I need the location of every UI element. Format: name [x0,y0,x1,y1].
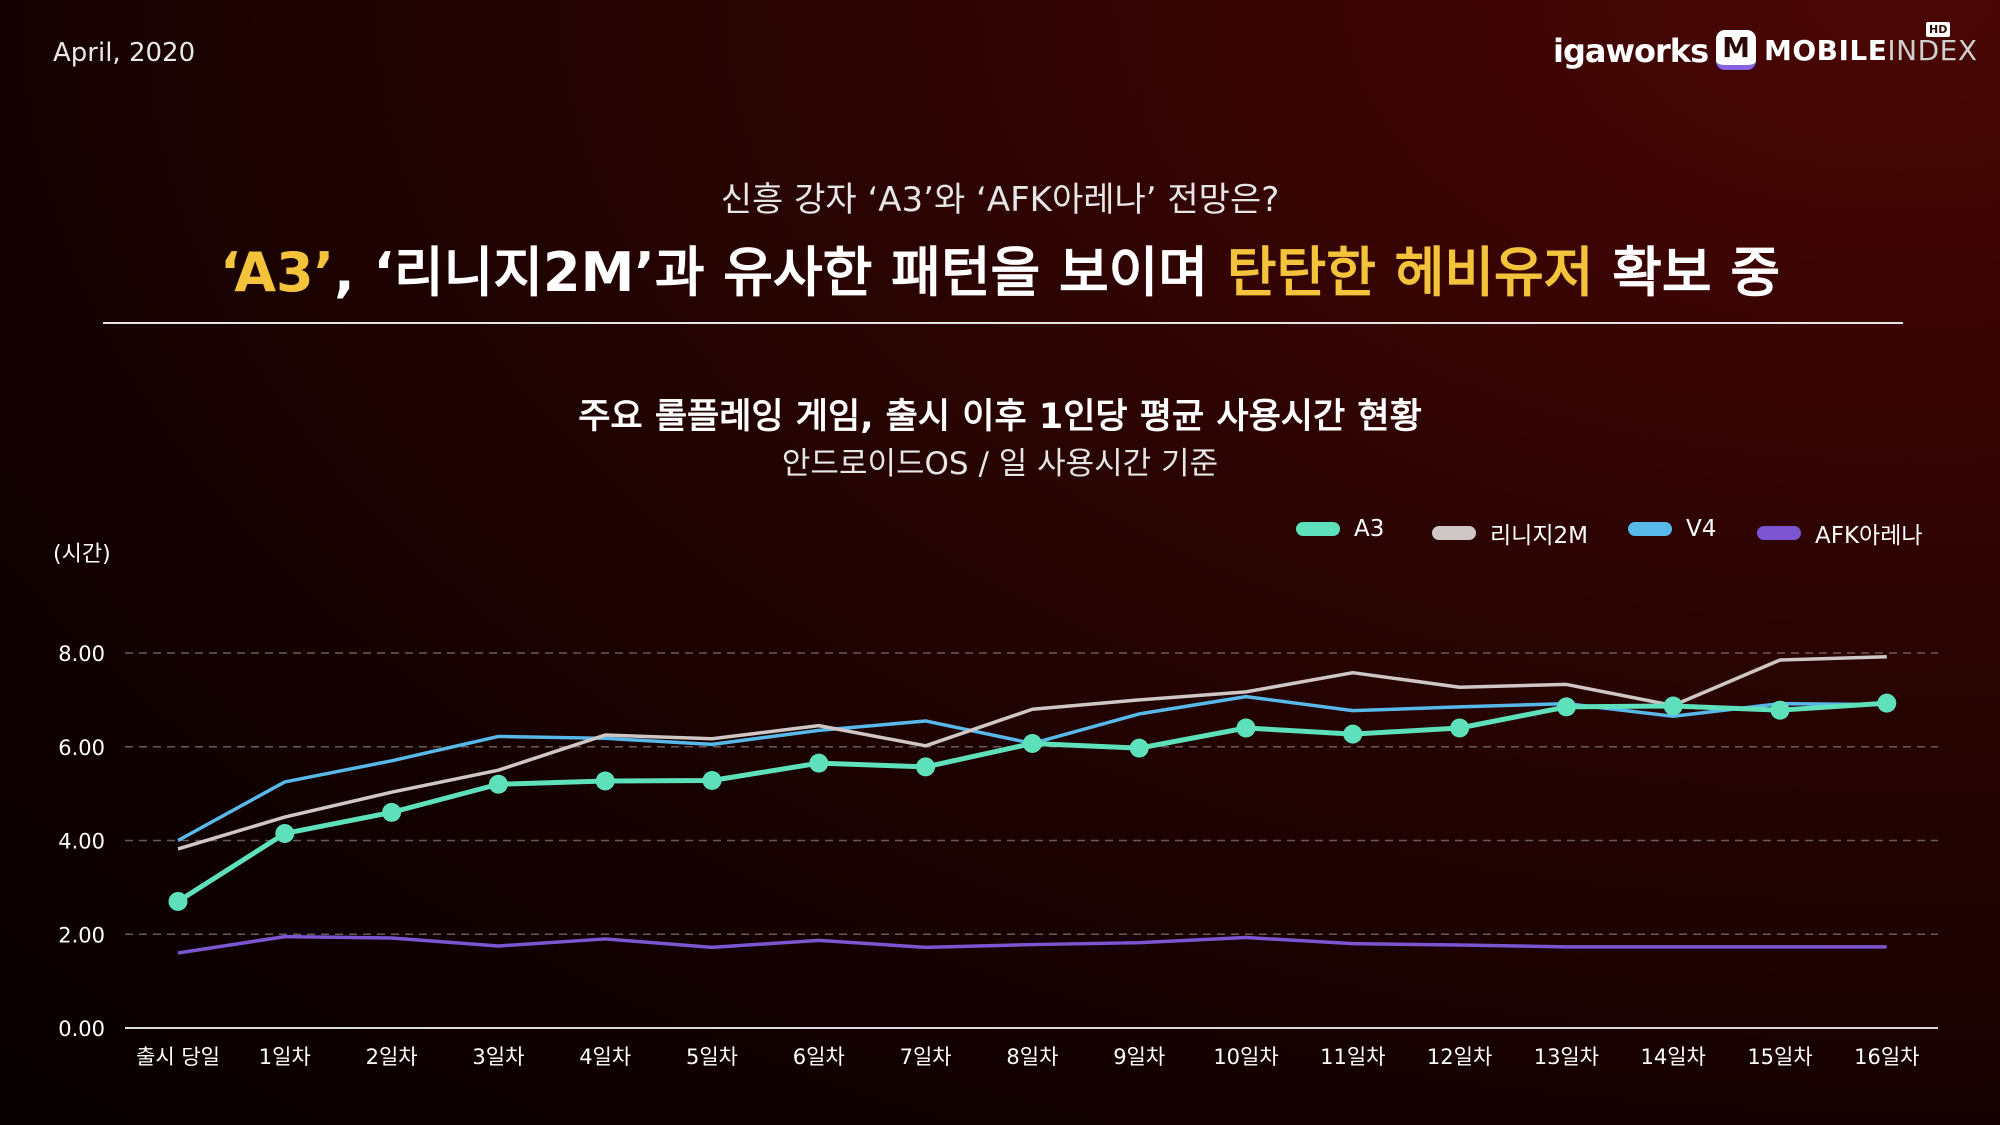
x-tick-label: 13일차 [1534,1045,1599,1069]
data-point [275,823,295,843]
x-tick-label: 2일차 [366,1045,418,1069]
x-tick-label: 16일차 [1854,1045,1919,1069]
data-point [1236,718,1256,738]
legend-item-lineage2m: 리니지2M [1432,516,1588,550]
data-point [1022,733,1042,753]
legend-swatch-v4 [1628,522,1672,536]
x-tick-label: 6일차 [793,1045,845,1069]
x-tick-label: 15일차 [1747,1045,1812,1069]
legend-label-v4: V4 [1686,516,1717,542]
y-tick-label: 4.00 [58,830,105,854]
headline-subtitle: 신흥 강자 ‘A3’와 ‘AFK아레나’ 전망은? [720,180,1280,220]
igaworks-logo: igaworks [1553,32,1709,70]
y-tick-label: 2.00 [58,923,105,947]
series-line [177,655,1887,851]
chart-title: 주요 롤플레잉 게임, 출시 이후 1인당 평균 사용시간 현황 [578,397,1422,437]
data-point [595,771,615,791]
data-point [1343,724,1363,744]
legend-label-afk: AFK아레나 [1815,523,1923,549]
y-tick-label: 8.00 [58,642,105,666]
series-line [176,700,1887,904]
mobileindex-logo: M MOBILEINDEX [1716,30,1978,70]
legend-swatch-lineage2m [1432,526,1476,540]
headline-divider [103,322,1903,324]
x-tick-label: 14일차 [1641,1045,1706,1069]
data-point [1663,696,1683,716]
x-tick-label: 12일차 [1427,1045,1492,1069]
data-point [168,891,188,911]
y-tick-label: 0.00 [58,1017,105,1041]
series-line [177,694,1887,843]
x-tick-label: 8일차 [1006,1045,1058,1069]
title-text-1: , ‘리니지2M’과 유사한 패턴을 보이며 [334,241,1227,304]
x-tick-label: 5일차 [686,1045,738,1069]
data-point [1770,700,1790,720]
title-highlight-a3: ‘A3’ [219,241,335,304]
mobileindex-light: INDEX [1887,33,1978,67]
data-point [1450,718,1470,738]
data-point [702,771,722,790]
report-date: April, 2020 [53,38,196,68]
x-tick-label: 9일차 [1113,1045,1165,1069]
legend-swatch-afk [1757,526,1801,540]
legend-item-afk: AFK아레나 [1757,516,1923,550]
data-point [382,802,402,822]
x-tick-label: 11일차 [1320,1045,1385,1069]
legend-label-a3: A3 [1354,516,1385,542]
mobileindex-logo-text: MOBILEINDEX [1764,34,1978,67]
data-point [488,774,508,794]
legend-item-v4: V4 [1628,516,1716,542]
x-tick-label: 4일차 [579,1045,631,1069]
hd-badge: HD [1926,22,1951,37]
legend-label-lineage2m: 리니지2M [1490,523,1588,549]
legend-swatch-a3 [1296,522,1340,536]
legend-item-a3: A3 [1296,516,1384,542]
series-line [177,934,1887,955]
title-highlight-heavy-user: 탄탄한 헤비유저 [1226,241,1594,304]
data-point [1556,697,1576,717]
title-text-2: 확보 중 [1593,241,1781,304]
data-point [1877,693,1897,713]
mobileindex-logo-icon: M [1716,30,1756,70]
mobileindex-bold: MOBILE [1764,33,1888,67]
x-tick-label: 1일차 [259,1045,311,1069]
x-tick-label: 10일차 [1213,1045,1278,1069]
data-point [1129,738,1149,758]
x-tick-label: 출시 당일 [136,1045,220,1069]
x-tick-label: 7일차 [900,1045,952,1069]
x-tick-label: 3일차 [472,1045,524,1069]
y-tick-label: 6.00 [58,736,105,760]
y-axis-unit: (시간) [53,542,111,567]
chart-subtitle: 안드로이드OS / 일 사용시간 기준 [781,446,1219,482]
headline-title: ‘A3’, ‘리니지2M’과 유사한 패턴을 보이며 탄탄한 헤비유저 확보 중 [0,228,2000,307]
data-point [916,757,936,777]
data-point [809,753,829,773]
